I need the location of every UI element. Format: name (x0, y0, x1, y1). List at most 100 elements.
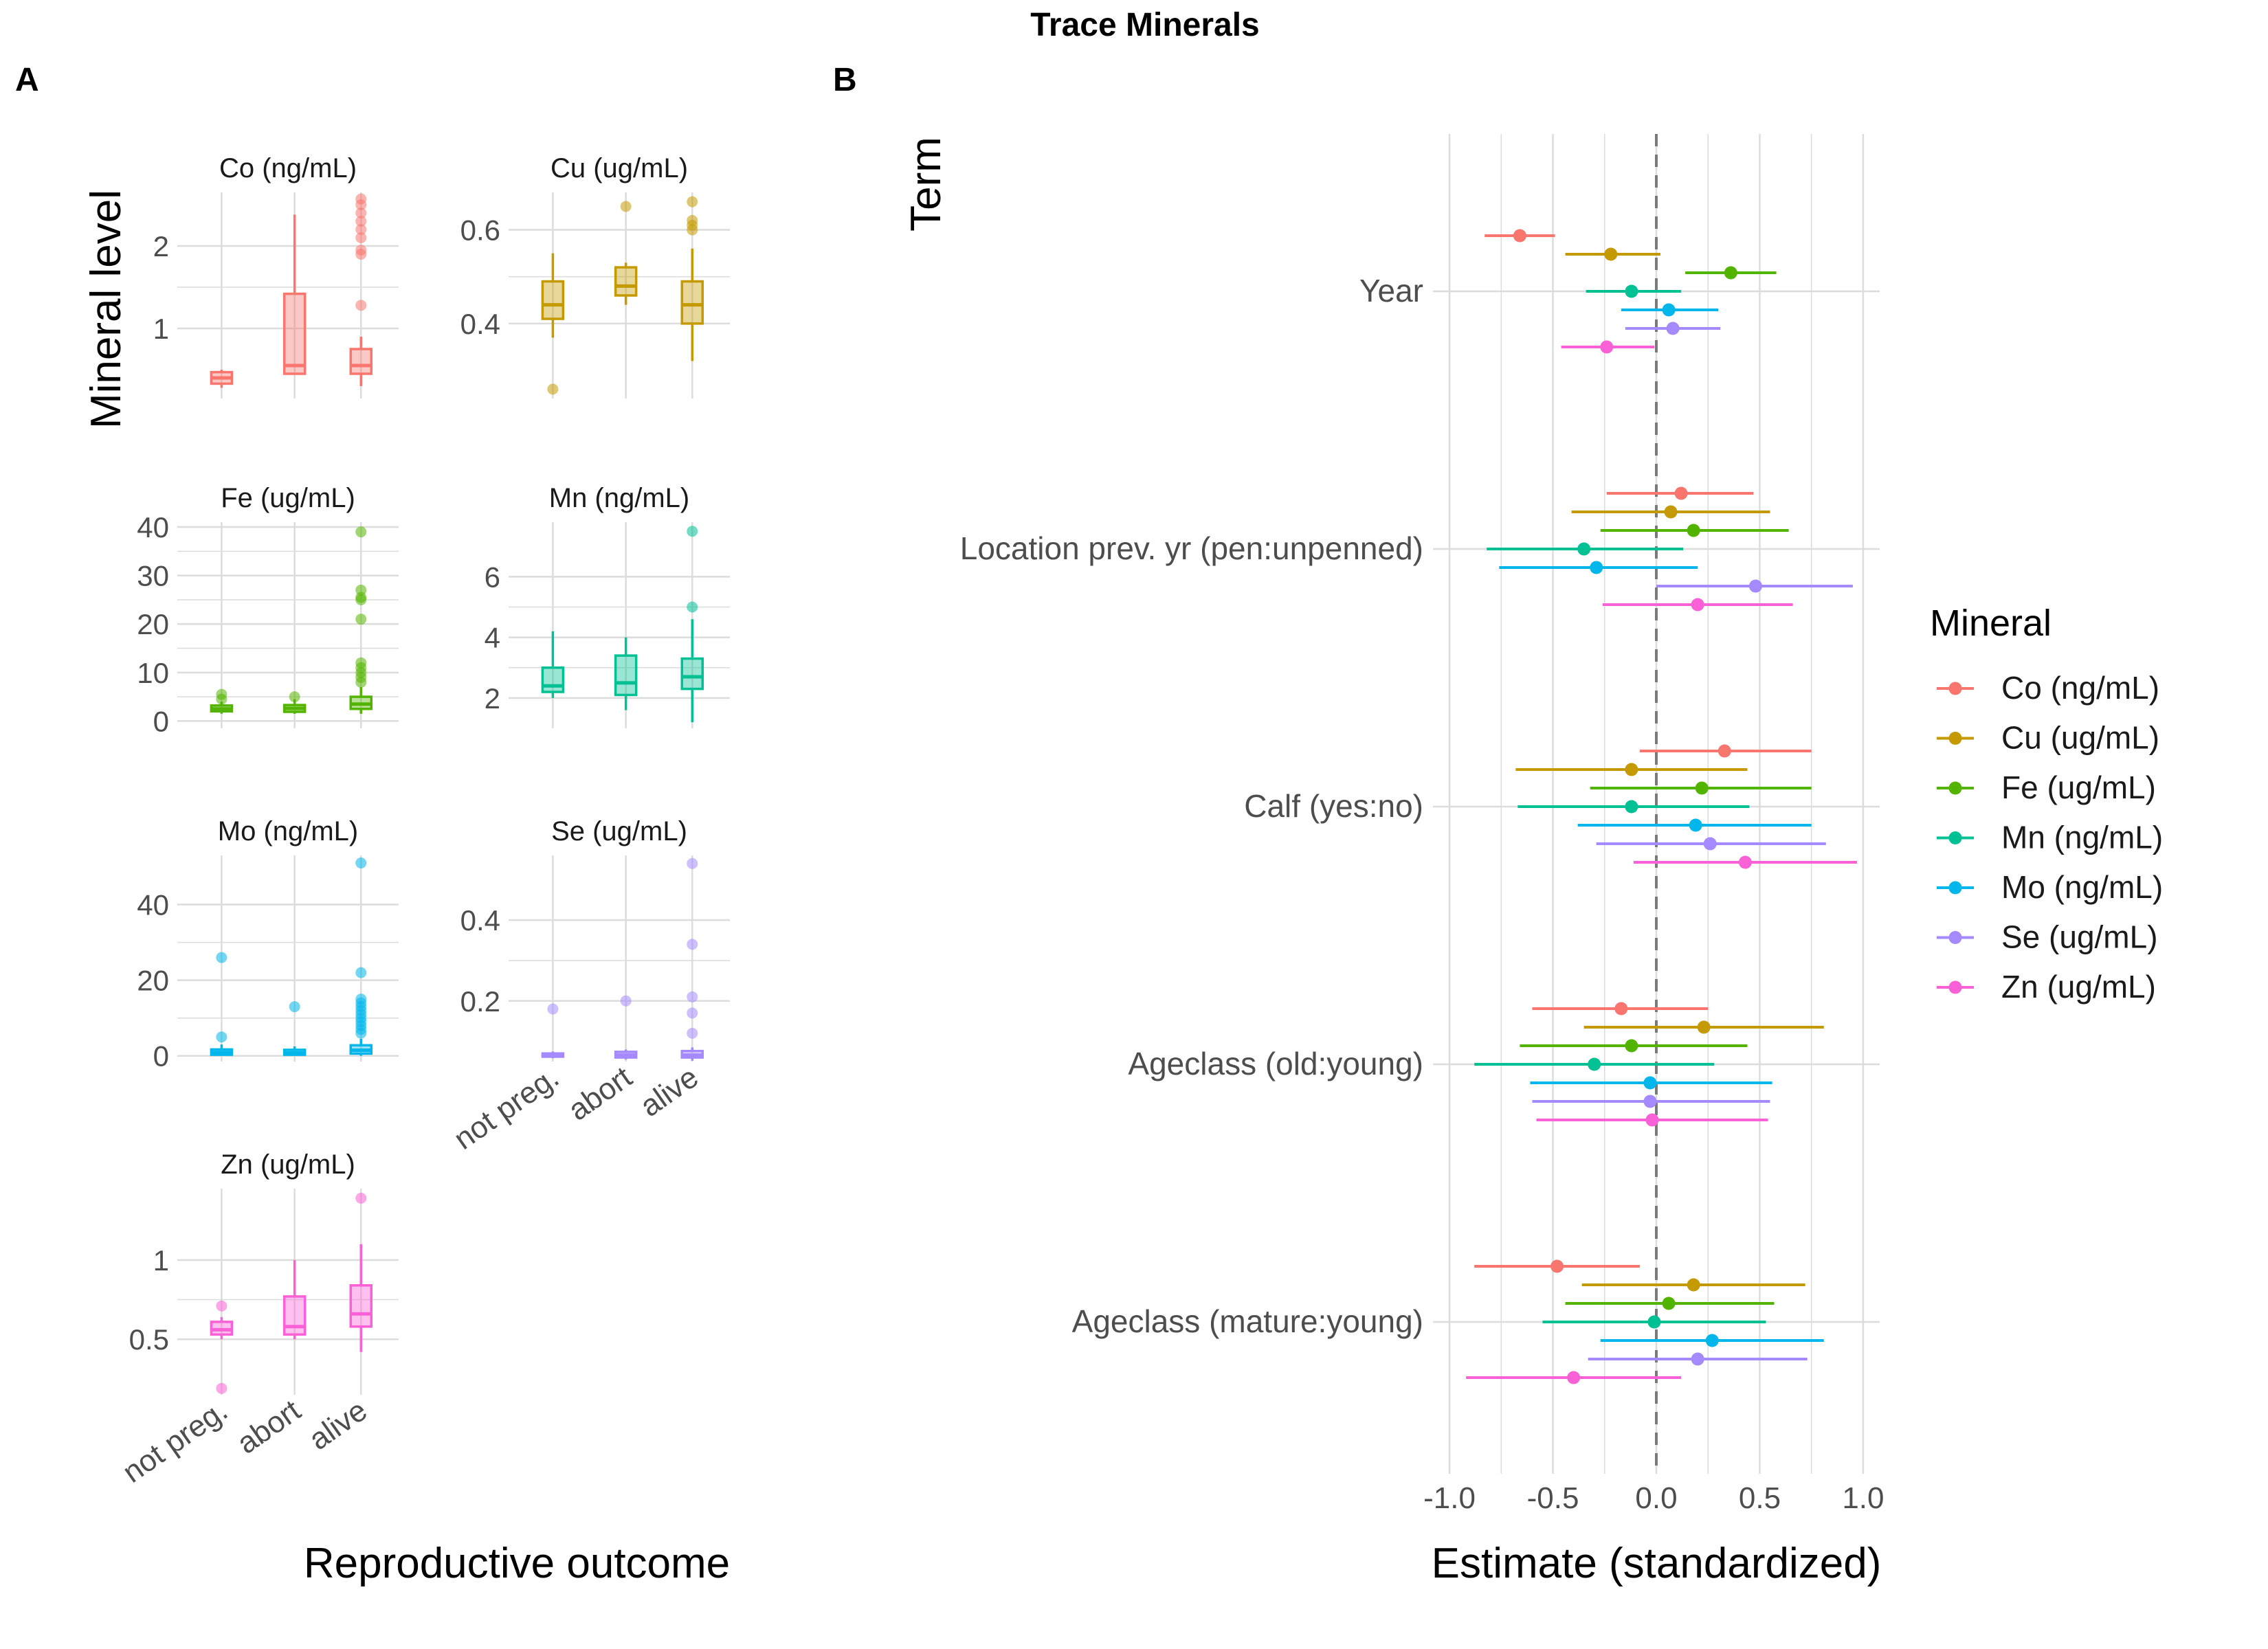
box-alive (349, 193, 373, 386)
y-tick-label: 2 (485, 682, 500, 715)
estimate-zn-ug-ml (1466, 1371, 1682, 1384)
legend-item-se-ug-ml: Se (ug/mL) (1937, 919, 2158, 955)
box-alive (349, 1192, 373, 1352)
estimate-mo-ng-ml (1600, 1334, 1824, 1347)
estimate-mn-ng-ml (1517, 800, 1750, 814)
outlier-point (687, 1027, 698, 1039)
facet-title: Zn (ug/mL) (221, 1149, 355, 1180)
estimate-mn-ng-ml (1586, 284, 1682, 298)
estimate-point (1647, 1315, 1661, 1329)
box-iqr (282, 1295, 307, 1336)
legend-key-point (1948, 881, 1962, 895)
estimate-zn-ug-ml (1561, 340, 1654, 354)
outlier-point (355, 1192, 367, 1204)
facet-mo-ng-ml: Mo (ng/mL) 0 20 40 (137, 816, 399, 1073)
estimate-mo-ng-ml (1530, 1076, 1772, 1090)
panel-b-tag: B (833, 62, 857, 98)
x-axis-title: Estimate (standardized) (1432, 1540, 1882, 1587)
estimate-mo-ng-ml (1577, 818, 1812, 832)
outlier-point (687, 991, 698, 1002)
outlier-point (216, 1031, 227, 1043)
outlier-point (355, 232, 367, 243)
box-not-preg (210, 1300, 234, 1394)
y-tick-label: 0 (153, 1040, 169, 1073)
y-tick-label: 40 (137, 889, 169, 921)
y-tick-label: 0.5 (129, 1323, 169, 1356)
box-iqr (541, 666, 565, 693)
box-iqr (680, 280, 704, 325)
estimate-se-ug-ml (1656, 579, 1853, 593)
estimate-mo-ng-ml (1621, 303, 1719, 317)
y-axis-title: Mineral level (82, 190, 130, 429)
legend-item-mn-ng-ml: Mn (ng/mL) (1937, 820, 2163, 855)
outlier-point (355, 300, 367, 311)
estimate-mn-ng-ml (1487, 542, 1684, 556)
legend-item-zn-ug-ml: Zn (ug/mL) (1937, 969, 2156, 1005)
estimate-fe-ug-ml (1590, 781, 1812, 795)
outlier-point (216, 688, 227, 700)
estimate-point (1645, 1113, 1659, 1127)
box-abort (282, 1001, 307, 1056)
box-iqr (614, 654, 638, 697)
outlier-point (289, 1001, 300, 1013)
facet-title: Cu (ug/mL) (551, 153, 688, 183)
x-tick-label: alive (634, 1060, 704, 1123)
estimate-point (1590, 561, 1603, 574)
estimate-fe-ug-ml (1685, 266, 1777, 280)
y-tick-label: Year (1359, 273, 1423, 309)
estimate-fe-ug-ml (1565, 1297, 1775, 1310)
legend-item-co-ng-ml: Co (ng/mL) (1937, 670, 2159, 706)
outlier-point (216, 1300, 227, 1312)
y-tick-label: 20 (137, 965, 169, 997)
estimate-zn-ug-ml (1633, 855, 1857, 869)
y-axis-title: Term (902, 137, 950, 232)
box-iqr (282, 292, 307, 375)
y-tick-label: 0.2 (460, 985, 500, 1018)
box-alive (349, 526, 373, 714)
estimate-point (1625, 284, 1638, 298)
y-tick-label: Ageclass (old:young) (1128, 1046, 1423, 1081)
estimate-point (1662, 1297, 1676, 1310)
y-tick-label: 4 (485, 622, 500, 654)
outlier-point (547, 383, 559, 395)
x-tick-label: alive (303, 1393, 373, 1457)
outlier-point (355, 584, 367, 596)
facet-title: Co (ng/mL) (219, 153, 357, 183)
outlier-point (687, 857, 698, 869)
outlier-point (355, 857, 367, 869)
outlier-point (687, 939, 698, 950)
outlier-point (687, 1007, 698, 1019)
legend-key-point (1948, 732, 1962, 745)
estimate-point (1588, 1057, 1601, 1071)
estimate-fe-ug-ml (1600, 524, 1789, 537)
estimate-co-ng-ml (1639, 744, 1812, 758)
estimate-se-ug-ml (1588, 1352, 1808, 1366)
estimate-point (1705, 1334, 1719, 1347)
term-year: Year (1359, 229, 1777, 354)
estimate-point (1604, 247, 1618, 261)
x-axis-title: Reproductive outcome (304, 1540, 730, 1587)
legend-label: Cu (ug/mL) (2001, 720, 2159, 756)
y-tick-label: Ageclass (mature:young) (1072, 1303, 1423, 1339)
legend-item-fe-ug-ml: Fe (ug/mL) (1937, 770, 2156, 805)
estimate-point (1567, 1371, 1581, 1384)
x-tick-label: 0.0 (1635, 1481, 1677, 1515)
box-abort (282, 214, 307, 375)
estimate-co-ng-ml (1532, 1002, 1709, 1016)
box-not-preg (541, 631, 565, 698)
y-tick-label: 1 (153, 1244, 169, 1277)
x-tick-label: not preg. (117, 1393, 234, 1490)
term-ageclass-mature-young: Ageclass (mature:young) (1072, 1259, 1824, 1384)
estimate-point (1689, 818, 1702, 832)
outlier-point (216, 952, 227, 963)
outlier-point (687, 196, 698, 207)
legend: Mineral Co (ng/mL) Cu (ug/mL) Fe (ug/mL) Mn … (1930, 603, 2163, 1005)
facet-co-ng-ml: Co (ng/mL) 1 2 (153, 153, 399, 399)
estimate-point (1513, 229, 1526, 243)
estimate-cu-ug-ml (1581, 1278, 1805, 1292)
legend-label: Fe (ug/mL) (2001, 770, 2156, 805)
estimate-point (1724, 266, 1737, 280)
y-tick-label: 1 (153, 313, 169, 345)
estimate-cu-ug-ml (1515, 763, 1748, 776)
